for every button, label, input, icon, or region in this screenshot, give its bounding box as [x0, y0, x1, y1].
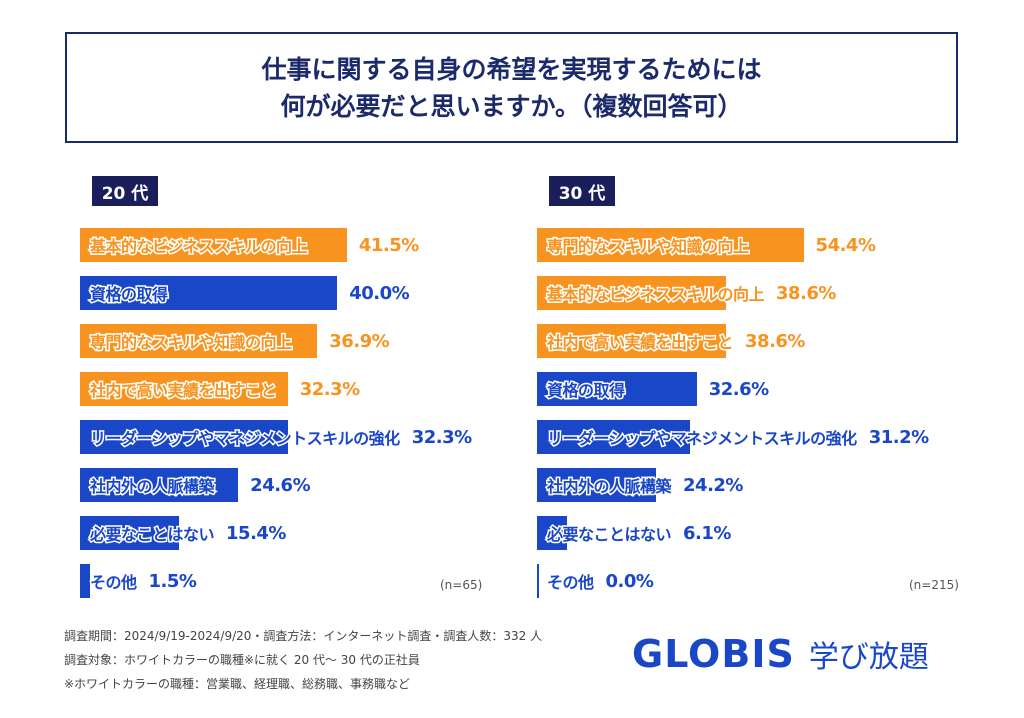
- category-label: 社内外の人脈構築: [545, 476, 673, 498]
- category-label: その他: [546, 572, 596, 594]
- logo-brand: GLOBIS: [632, 632, 795, 676]
- globis-logo: GLOBIS 学び放題: [632, 632, 929, 676]
- value-label: 31.2%: [867, 425, 930, 449]
- sample-size: (n=65): [440, 578, 483, 592]
- panel-badge: 20 代: [92, 176, 158, 206]
- value-label: 41.5%: [357, 233, 420, 257]
- category-label: 社内外の人脈構築: [88, 476, 216, 498]
- bar-row: リーダーシップやマネジメントスキルの強化 32.3%: [80, 420, 474, 454]
- value-label: 32.3%: [298, 377, 361, 401]
- bar: [80, 420, 288, 454]
- category-label: 専門的なスキルや知識の向上: [546, 236, 751, 258]
- category-label: 基本的なビジネススキルの向上: [545, 284, 766, 306]
- category-label: 社内で高い実績を出すこと: [545, 332, 735, 354]
- value-label: 0.0%: [604, 569, 655, 593]
- category-label: 社内で高い実績を出すこと: [88, 380, 278, 402]
- value-label: 24.2%: [682, 473, 745, 497]
- bar-row: 専門的なスキルや知識の向上 54.4%: [537, 228, 877, 262]
- bar: [80, 468, 239, 502]
- category-label: 資格の取得: [546, 380, 627, 402]
- category-label: 必要なことはない: [545, 524, 673, 546]
- value-label: 24.6%: [249, 473, 312, 497]
- footer-note: ※ホワイトカラーの職種：営業職、経理職、総務職、事務職など: [64, 677, 411, 691]
- bar-row: リーダーシップやマネジメントスキルの強化 31.2%: [537, 420, 931, 454]
- value-label: 15.4%: [225, 521, 288, 545]
- value-label: 40.0%: [348, 281, 411, 305]
- value-label: 32.6%: [707, 377, 770, 401]
- bar: [80, 516, 180, 550]
- bar: [80, 372, 288, 406]
- title-box: 仕事に関する自身の希望を実現するためには 何が必要だと思いますか。（複数回答可）: [65, 32, 958, 143]
- bar-row: 必要なことはない 15.4%: [80, 516, 288, 550]
- category-label: 必要なことはない: [88, 524, 216, 546]
- title-line-1: 仕事に関する自身の希望を実現するためには: [261, 54, 762, 84]
- bar: [537, 372, 697, 406]
- bar: [537, 228, 804, 262]
- bar-row: 資格の取得 32.6%: [537, 372, 771, 406]
- bar-row: 社内外の人脈構築 24.6%: [80, 468, 312, 502]
- bar-row: 社内外の人脈構築 24.2%: [537, 468, 745, 502]
- bar-row: 社内で高い実績を出すこと 32.3%: [80, 372, 362, 406]
- bar: [537, 468, 656, 502]
- bar-row: 資格の取得 40.0%: [80, 276, 411, 310]
- bar: [80, 564, 90, 598]
- logo-service: 学び放題: [808, 640, 929, 675]
- sample-size: (n=215): [909, 578, 959, 592]
- footer-survey-period: 調査期間：2024/9/19-2024/9/20・調査方法：インターネット調査・…: [64, 629, 543, 643]
- bar: [80, 228, 347, 262]
- panel-badge: 30 代: [549, 176, 615, 206]
- bar: [537, 420, 690, 454]
- category-label: 基本的なビジネススキルの向上: [88, 236, 309, 258]
- value-label: 54.4%: [814, 233, 877, 257]
- category-label: その他: [89, 572, 139, 594]
- bar-row: 基本的なビジネススキルの向上 38.6%: [537, 276, 838, 310]
- chart-20s: 20 代 (n=65) 基本的なビジネススキルの向上 41.5% 資格の取得 40.0…: [80, 176, 500, 598]
- bar: [537, 516, 567, 550]
- title-line-2: 何が必要だと思いますか。（複数回答可）: [280, 91, 743, 121]
- value-label: 38.6%: [744, 329, 807, 353]
- category-label: リーダーシップやマネジメントスキルの強化: [546, 428, 859, 450]
- bar: [537, 324, 727, 358]
- value-label: 32.3%: [410, 425, 473, 449]
- bar: [80, 276, 338, 310]
- category-label: 専門的なスキルや知識の向上: [89, 332, 294, 354]
- value-label: 1.5%: [147, 569, 198, 593]
- footer-survey-target: 調査対象：ホワイトカラーの職種※に就く 20 代～ 30 代の正社員: [64, 653, 420, 667]
- bar: [537, 564, 539, 598]
- value-label: 38.6%: [775, 281, 838, 305]
- bar-row: 専門的なスキルや知識の向上 36.9%: [80, 324, 391, 358]
- bar-row: その他 0.0%: [537, 564, 655, 598]
- chart-30s: 30 代 (n=215) 専門的なスキルや知識の向上 54.4% 基本的なビジネスス…: [537, 176, 959, 598]
- category-label: リーダーシップやマネジメントスキルの強化: [89, 428, 402, 450]
- bar-row: その他 1.5%: [80, 564, 198, 598]
- category-label: 資格の取得: [89, 284, 170, 306]
- value-label: 36.9%: [328, 329, 391, 353]
- bar-row: 社内で高い実績を出すこと 38.6%: [537, 324, 807, 358]
- value-label: 6.1%: [682, 521, 733, 545]
- bar-row: 基本的なビジネススキルの向上 41.5%: [80, 228, 421, 262]
- bar: [537, 276, 727, 310]
- bar-row: 必要なことはない 6.1%: [537, 516, 733, 550]
- bar: [80, 324, 318, 358]
